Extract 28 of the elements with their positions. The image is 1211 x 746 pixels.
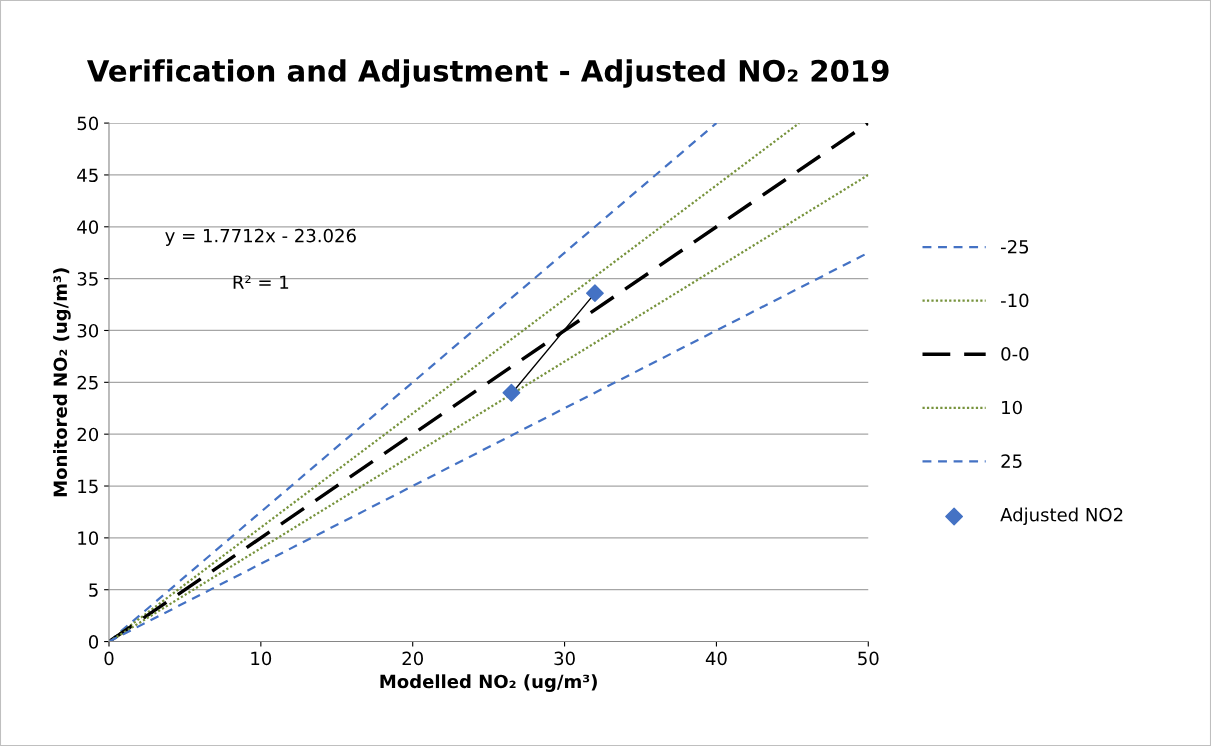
y-tick-label: 35 [77, 272, 98, 286]
y-tick-label: 30 [77, 323, 99, 338]
y-tick-label: 40 [77, 220, 99, 234]
legend-label: 25 [1001, 454, 1022, 468]
y-tick-label: 10 [78, 531, 99, 545]
legend-label: 0-0 [1001, 347, 1029, 361]
y-tick-label: 15 [78, 479, 98, 494]
legend-label: 10 [1002, 400, 1022, 415]
x-tick-label: 20 [402, 651, 423, 666]
y-axis-title: Monitored NO₂ (ug/m³) [53, 268, 71, 497]
y-tick-label: 50 [77, 116, 99, 131]
y-tick-label: 0 [88, 635, 99, 649]
y-tick-label: 45 [77, 168, 98, 183]
y-tick-label: 25 [77, 375, 98, 390]
x-tick-label: 10 [251, 651, 272, 666]
x-tick-label: 50 [858, 651, 879, 666]
annotation: y = 1.7712x - 23.026 [165, 228, 356, 246]
y-tick-label: 20 [77, 427, 99, 442]
x-axis-title: Modelled NO₂ (ug/m³) [380, 674, 597, 692]
legend-label: Adjusted NO2 [1000, 507, 1123, 526]
annotation: R² = 1 [233, 275, 289, 289]
legend-label: -25 [1001, 239, 1029, 254]
y-tick-label: 5 [89, 583, 98, 597]
x-tick-label: 30 [554, 651, 575, 666]
x-tick-label: 40 [705, 651, 727, 666]
x-tick-label: 0 [104, 651, 114, 666]
legend-label: -10 [1001, 293, 1029, 308]
chart-title: Verification and Adjustment - Adjusted NO₂ 2019 [86, 59, 889, 88]
